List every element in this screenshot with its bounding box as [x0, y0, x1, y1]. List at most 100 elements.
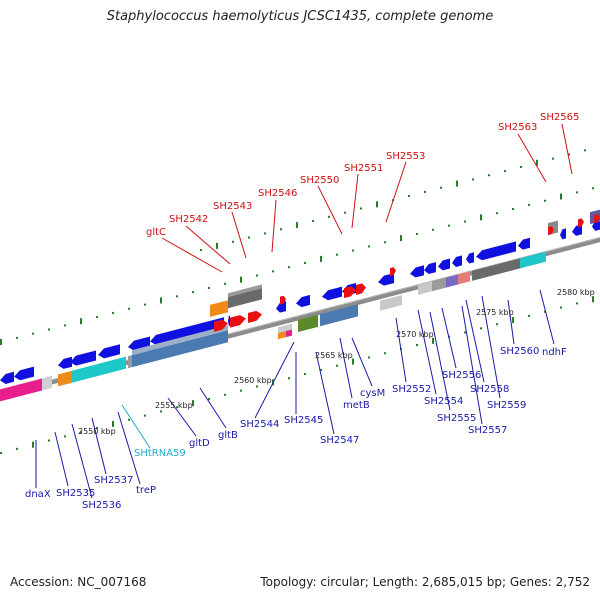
gene-block[interactable]: [210, 300, 228, 317]
blue-gene-arrow[interactable]: [518, 237, 530, 250]
blue-gene-arrow[interactable]: [296, 294, 310, 308]
gene-block[interactable]: [58, 370, 72, 387]
gene-label-sh2553[interactable]: SH2553: [386, 151, 425, 162]
red-gene-arrow[interactable]: [248, 310, 262, 323]
gene-label-sh2543[interactable]: SH2543: [213, 201, 252, 212]
track-tick: [288, 266, 290, 269]
gene-label-sh2537[interactable]: SH2537: [94, 475, 133, 486]
gene-label-sh2557[interactable]: SH2557: [468, 425, 507, 436]
gene-label-sh2560[interactable]: SH2560: [500, 346, 539, 357]
gene-label-cysm[interactable]: cysM: [360, 388, 385, 399]
gene-label-sh2558[interactable]: SH2558: [470, 384, 509, 395]
blue-gene-arrow[interactable]: [58, 356, 72, 369]
gene-label-ndhf[interactable]: ndhF: [542, 347, 567, 358]
blue-gene-arrow[interactable]: [378, 273, 394, 286]
blue-gene-arrow[interactable]: [98, 344, 120, 359]
track-tick: [96, 316, 98, 319]
gene-block[interactable]: [520, 251, 546, 269]
blue-gene-arrow[interactable]: [14, 366, 34, 381]
red-gene-arrow[interactable]: [356, 283, 366, 295]
gene-block[interactable]: [132, 330, 228, 368]
gene-block[interactable]: [42, 375, 52, 391]
gene-label-sh2542[interactable]: SH2542: [169, 214, 208, 225]
gene-label-gltd[interactable]: gltD: [189, 438, 210, 449]
red-gene-arrow[interactable]: [344, 286, 356, 299]
gene-block[interactable]: [320, 304, 358, 327]
track-tick: [408, 195, 410, 198]
gene-label-sh2546[interactable]: SH2546: [258, 188, 297, 199]
gene-block[interactable]: [286, 329, 292, 338]
gene-block[interactable]: [278, 331, 286, 340]
track-tick: [112, 311, 114, 314]
blue-gene-arrow[interactable]: [560, 228, 566, 240]
track-tick: [368, 245, 370, 248]
blue-gene-arrow[interactable]: [572, 224, 582, 236]
gene-block[interactable]: [432, 277, 446, 292]
gene-block[interactable]: [446, 274, 458, 288]
gene-block[interactable]: [14, 378, 42, 398]
gene-block[interactable]: [72, 362, 102, 383]
gene-label-sh2544[interactable]: SH2544: [240, 419, 279, 430]
blue-gene-arrow[interactable]: [228, 315, 230, 326]
gene-label-sh2559[interactable]: SH2559: [487, 400, 526, 411]
leader-line: [117, 411, 141, 485]
red-gene-arrow[interactable]: [578, 218, 584, 228]
red-gene-arrow[interactable]: [230, 315, 246, 328]
blue-gene-arrow[interactable]: [476, 241, 516, 261]
gene-block[interactable]: [380, 295, 402, 311]
red-gene-arrow[interactable]: [214, 319, 228, 332]
gene-label-dnax[interactable]: dnaX: [25, 489, 51, 500]
accession-text: Accession: NC_007168: [10, 575, 147, 589]
blue-gene-arrow[interactable]: [438, 258, 450, 271]
blue-gene-arrow[interactable]: [592, 219, 600, 231]
gene-block[interactable]: [128, 355, 132, 369]
blue-gene-arrow[interactable]: [276, 301, 286, 313]
gene-block[interactable]: [472, 257, 522, 281]
gene-label-sh2545[interactable]: SH2545: [284, 415, 323, 426]
blue-gene-arrow[interactable]: [452, 255, 462, 267]
gene-label-metb[interactable]: metB: [343, 400, 370, 411]
track-tick: [472, 178, 474, 181]
red-gene-arrow[interactable]: [390, 267, 396, 277]
gene-label-gltb[interactable]: gltB: [218, 430, 238, 441]
gene-block[interactable]: [228, 284, 262, 298]
blue-gene-arrow[interactable]: [466, 252, 474, 264]
gene-label-sh2535[interactable]: SH2535: [56, 488, 95, 499]
gene-label-sh2563[interactable]: SH2563: [498, 122, 537, 133]
gene-label-trep[interactable]: treP: [136, 485, 156, 496]
red-gene-arrow[interactable]: [280, 295, 286, 305]
gene-block[interactable]: [298, 314, 318, 333]
gene-label-sh2550[interactable]: SH2550: [300, 175, 339, 186]
track-tick: [440, 186, 442, 189]
gene-block[interactable]: [0, 385, 14, 402]
gene-label-sh2551[interactable]: SH2551: [344, 163, 383, 174]
track-tick: [328, 215, 330, 218]
gene-label-sh2565[interactable]: SH2565: [540, 112, 579, 123]
gene-label-shtrna59[interactable]: SHtRNA59: [134, 448, 186, 459]
gene-label-gltc[interactable]: gltC: [146, 227, 166, 238]
gene-block[interactable]: [102, 356, 126, 375]
blue-gene-arrow[interactable]: [322, 286, 342, 301]
blue-gene-arrow[interactable]: [410, 265, 424, 278]
blue-gene-arrow[interactable]: [0, 371, 14, 384]
gene-block[interactable]: [418, 281, 432, 295]
gene-label-sh2556[interactable]: SH2556: [442, 370, 481, 381]
gene-block[interactable]: [458, 271, 470, 285]
gene-label-sh2555[interactable]: SH2555: [437, 413, 476, 424]
blue-gene-arrow[interactable]: [424, 262, 436, 275]
gene-block[interactable]: [132, 325, 228, 356]
blue-gene-arrow[interactable]: [150, 317, 224, 345]
gene-label-sh2536[interactable]: SH2536: [82, 500, 121, 511]
track-tick: [240, 389, 242, 392]
red-gene-arrow[interactable]: [548, 226, 554, 236]
red-gene-arrow[interactable]: [594, 214, 600, 224]
gene-block[interactable]: [228, 287, 262, 309]
gene-label-sh2547[interactable]: SH2547: [320, 435, 359, 446]
track-tick: [544, 310, 546, 313]
leader-line: [91, 417, 107, 475]
gene-label-sh2554[interactable]: SH2554: [424, 396, 463, 407]
track-tick: [304, 373, 306, 376]
gene-label-sh2552[interactable]: SH2552: [392, 384, 431, 395]
blue-gene-arrow[interactable]: [70, 350, 96, 366]
